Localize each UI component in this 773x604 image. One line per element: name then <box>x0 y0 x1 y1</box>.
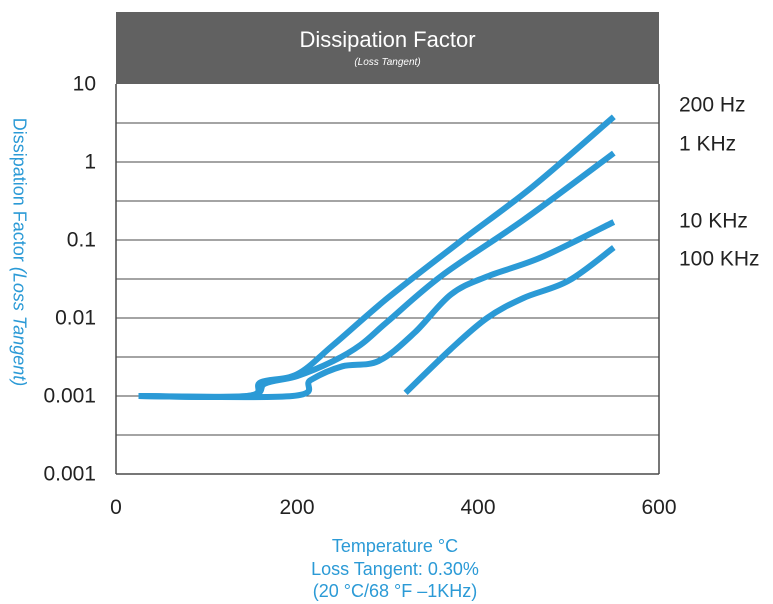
legend-label: 200 Hz <box>679 94 746 117</box>
y-axis-label-italic: (Loss Tangent) <box>9 266 30 387</box>
chart-subtitle: (Loss Tangent) <box>354 57 421 68</box>
x-tick-label: 200 <box>279 496 314 519</box>
series-line <box>138 150 616 400</box>
x-axis-condition: (20 °C/68 °F –1KHz) <box>312 581 478 601</box>
legend-label: 10 KHz <box>679 210 748 233</box>
y-tick-label: 0.01 <box>55 307 96 330</box>
chart-title: Dissipation Factor <box>299 27 476 52</box>
y-tick-label: 0.001 <box>43 385 96 408</box>
x-axis-label: Temperature °C <box>331 536 459 556</box>
y-axis-label: Dissipation Factor (Loss Tangent) <box>9 118 30 387</box>
x-tick-label: 400 <box>460 496 495 519</box>
legend-label: 1 KHz <box>679 133 736 156</box>
x-axis-note: Loss Tangent: 0.30% <box>311 559 479 579</box>
x-tick-label: 0 <box>110 496 122 519</box>
series-line <box>403 245 616 395</box>
y-axis-label-main: Dissipation Factor <box>9 117 30 262</box>
y-tick-label: 10 <box>73 73 96 96</box>
series-line <box>138 219 616 401</box>
x-tick-label: 600 <box>641 496 676 519</box>
chart-title-bar: Dissipation Factor (Loss Tangent) <box>116 12 659 84</box>
y-tick-label: 0.1 <box>67 229 96 252</box>
legend-label: 100 KHz <box>679 248 760 271</box>
y-tick-label: 1 <box>84 151 96 174</box>
y-tick-label: 0.001 <box>43 463 96 486</box>
